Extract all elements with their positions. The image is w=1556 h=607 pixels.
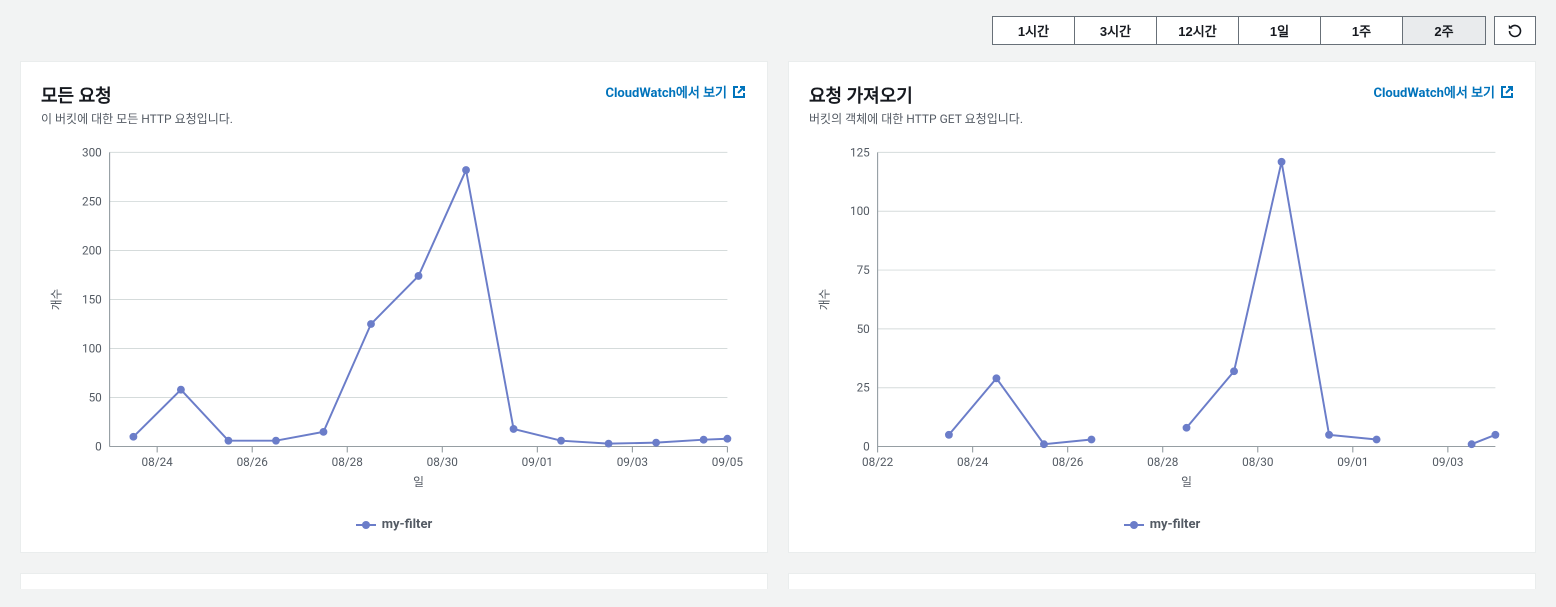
svg-text:일: 일 — [413, 475, 424, 489]
svg-text:개수: 개수 — [818, 288, 832, 310]
svg-text:09/05: 09/05 — [712, 455, 744, 469]
svg-text:08/24: 08/24 — [142, 455, 174, 469]
line-chart: 0 50 100 150 200 250 300 08/24 08/26 08/28 08/30 09… — [41, 139, 747, 509]
card-header: 요청 가져오기버킷의 객체에 대한 HTTP GET 요청입니다. CloudWa… — [809, 82, 1515, 127]
time-range-btn-2[interactable]: 12시간 — [1157, 17, 1239, 44]
svg-text:100: 100 — [82, 341, 102, 355]
svg-text:200: 200 — [82, 243, 102, 257]
legend-label: my-filter — [382, 517, 432, 532]
time-range-btn-5[interactable]: 2주 — [1403, 17, 1485, 44]
card-header: 모든 요청이 버킷에 대한 모든 HTTP 요청입니다. CloudWatch에서… — [41, 82, 747, 127]
charts-grid: 모든 요청이 버킷에 대한 모든 HTTP 요청입니다. CloudWatch에서… — [20, 61, 1536, 553]
card-title: 요청 가져오기 — [809, 82, 1023, 108]
cloudwatch-link[interactable]: CloudWatch에서 보기 — [1373, 82, 1515, 101]
svg-text:08/26: 08/26 — [1052, 455, 1084, 469]
cloudwatch-link-label: CloudWatch에서 보기 — [1373, 82, 1495, 101]
svg-text:08/28: 08/28 — [1147, 455, 1178, 469]
chart-card-1: 요청 가져오기버킷의 객체에 대한 HTTP GET 요청입니다. CloudWa… — [788, 61, 1536, 553]
card-subtitle: 이 버킷에 대한 모든 HTTP 요청입니다. — [41, 110, 233, 127]
svg-text:08/26: 08/26 — [237, 455, 269, 469]
svg-text:08/30: 08/30 — [427, 455, 458, 469]
card-stub — [20, 573, 768, 589]
svg-text:50: 50 — [857, 322, 870, 336]
svg-text:250: 250 — [82, 194, 102, 208]
svg-text:300: 300 — [82, 145, 102, 159]
card-title: 모든 요청 — [41, 82, 233, 108]
svg-text:50: 50 — [89, 390, 102, 404]
chart-legend: my-filter — [41, 517, 747, 532]
svg-text:08/24: 08/24 — [957, 455, 989, 469]
card-stub — [788, 573, 1536, 589]
svg-text:개수: 개수 — [50, 288, 64, 310]
svg-text:09/03: 09/03 — [1432, 455, 1463, 469]
time-range-group: 1시간3시간12시간1일1주2주 — [992, 16, 1486, 45]
svg-text:125: 125 — [850, 145, 870, 159]
stub-row — [20, 573, 1536, 589]
chart-legend: my-filter — [809, 517, 1515, 532]
time-range-btn-0[interactable]: 1시간 — [993, 17, 1075, 44]
legend-label: my-filter — [1150, 517, 1200, 532]
svg-text:09/03: 09/03 — [617, 455, 648, 469]
line-chart: 0 25 50 75 100 125 08/22 08/24 08/26 08/28 08/30 09… — [809, 139, 1515, 509]
time-range-btn-1[interactable]: 3시간 — [1075, 17, 1157, 44]
svg-text:09/01: 09/01 — [522, 455, 553, 469]
svg-text:08/22: 08/22 — [862, 455, 894, 469]
cloudwatch-link-label: CloudWatch에서 보기 — [605, 82, 727, 101]
svg-text:100: 100 — [850, 204, 870, 218]
svg-text:75: 75 — [857, 263, 871, 277]
svg-text:0: 0 — [95, 439, 102, 453]
toolbar: 1시간3시간12시간1일1주2주 — [20, 16, 1536, 45]
external-link-icon — [731, 84, 747, 100]
card-subtitle: 버킷의 객체에 대한 HTTP GET 요청입니다. — [809, 110, 1023, 127]
svg-text:0: 0 — [863, 439, 870, 453]
time-range-btn-4[interactable]: 1주 — [1321, 17, 1403, 44]
svg-text:08/28: 08/28 — [332, 455, 363, 469]
cloudwatch-link[interactable]: CloudWatch에서 보기 — [605, 82, 747, 101]
svg-text:09/01: 09/01 — [1337, 455, 1368, 469]
svg-text:150: 150 — [82, 292, 102, 306]
chart-card-0: 모든 요청이 버킷에 대한 모든 HTTP 요청입니다. CloudWatch에서… — [20, 61, 768, 553]
svg-text:08/30: 08/30 — [1242, 455, 1273, 469]
time-range-btn-3[interactable]: 1일 — [1239, 17, 1321, 44]
external-link-icon — [1499, 84, 1515, 100]
refresh-icon — [1507, 23, 1523, 39]
refresh-button[interactable] — [1494, 16, 1536, 45]
svg-text:25: 25 — [857, 381, 871, 395]
svg-text:일: 일 — [1181, 475, 1192, 489]
